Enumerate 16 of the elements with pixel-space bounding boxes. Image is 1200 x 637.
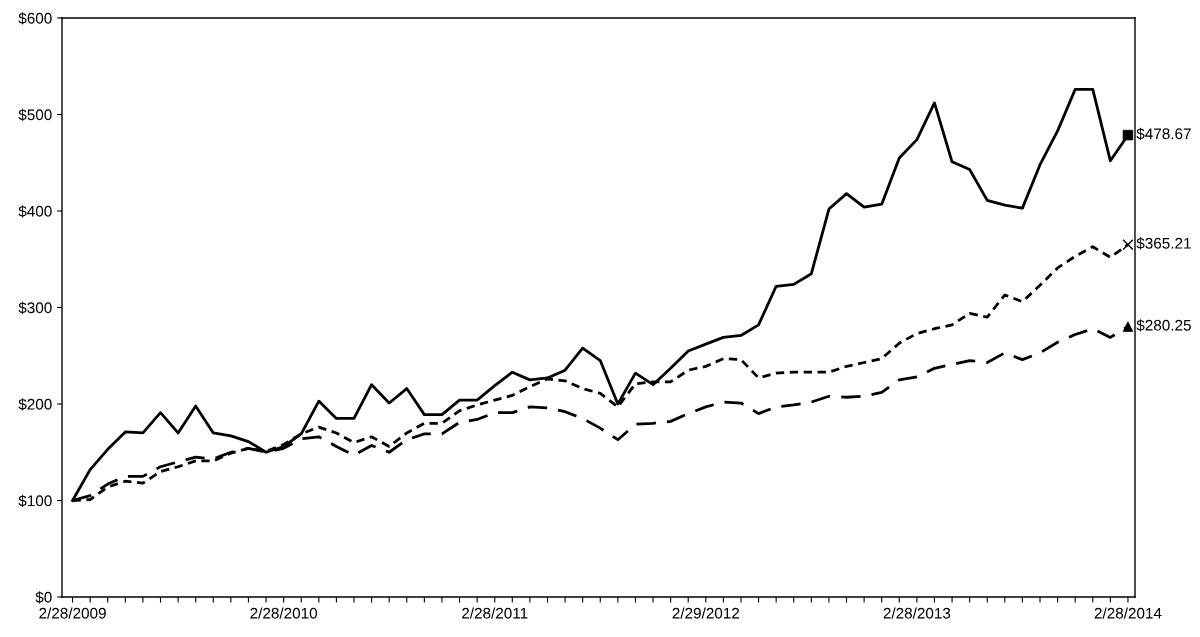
- y-tick-label: $300: [18, 301, 52, 315]
- data-label: $478.67: [1136, 127, 1191, 141]
- y-tick-label: $500: [18, 108, 52, 122]
- data-label: $280.25: [1136, 319, 1191, 332]
- x-tick-label: 2/28/2011: [462, 607, 528, 619]
- x-tick-label: 2/29/2012: [672, 607, 740, 619]
- y-tick-label: $200: [18, 398, 52, 411]
- x-tick-label: 2/28/2014: [1094, 607, 1162, 619]
- y-tick-label: $400: [18, 205, 52, 218]
- x-tick-label: 2/28/2013: [883, 607, 951, 619]
- x-tick-label: 2/28/2010: [250, 607, 318, 619]
- y-tick-label: $600: [18, 12, 52, 25]
- y-tick-label: $100: [18, 494, 52, 508]
- data-label: $365.21: [1136, 237, 1191, 250]
- x-tick-label: 2/28/2009: [39, 607, 106, 619]
- y-tick-label: $0: [35, 591, 52, 604]
